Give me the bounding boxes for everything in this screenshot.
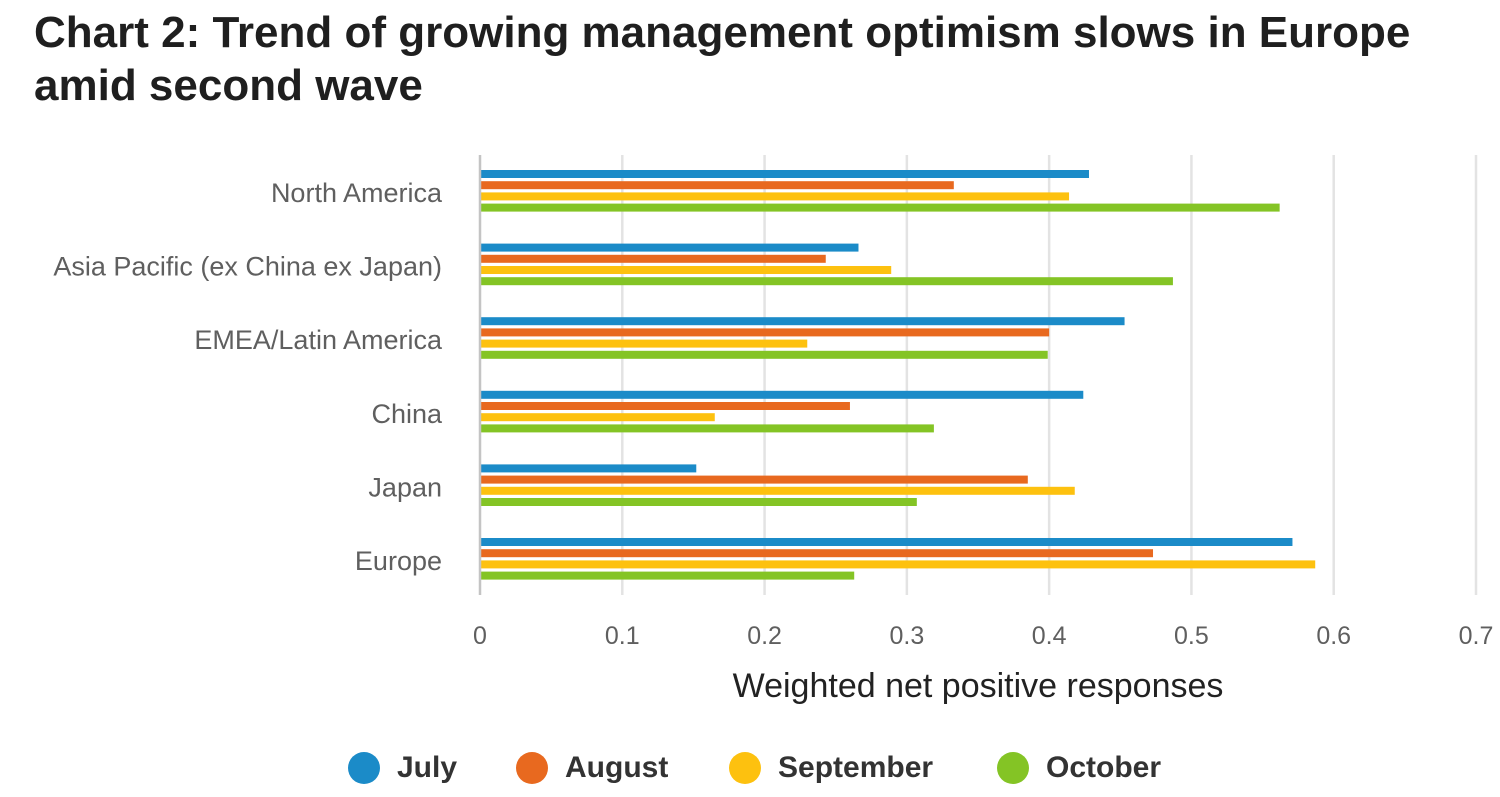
bar-july-3[interactable] [480,317,1125,326]
bar-october-5[interactable] [480,498,917,506]
bar-october-3[interactable] [480,350,1048,359]
bar-august-5[interactable] [480,475,1028,484]
category-label: Asia Pacific (ex China ex Japan) [53,252,442,282]
x-tick-label: 0.5 [1174,622,1209,650]
x-tick-label: 0.4 [1032,622,1067,650]
legend-item-july[interactable]: July [348,748,457,788]
category-label: Europe [355,546,442,576]
x-tick-label: 0.2 [747,622,782,650]
legend: July August September October [0,748,1500,788]
bar-october-6[interactable] [480,571,855,580]
category-label: Japan [368,472,442,502]
category-labels: North America Asia Pacific (ex China ex J… [53,178,443,576]
bar-august-6[interactable] [480,549,1154,558]
bar-august-3[interactable] [480,328,1050,337]
x-tick-label: 0 [473,622,487,650]
bar-october-2[interactable] [480,277,1173,286]
bar-september-3[interactable] [480,339,808,348]
bar-october-1[interactable] [480,203,1280,212]
legend-swatch-july [348,752,380,784]
legend-label-september: September [778,751,934,784]
bar-july-4[interactable] [480,390,1084,399]
bar-july-1[interactable] [480,170,1089,178]
category-label: North America [271,178,443,208]
bar-september-6[interactable] [480,560,1316,569]
legend-item-october[interactable]: October [997,748,1161,788]
bar-july-6[interactable] [480,538,1293,546]
x-tick-label: 0.1 [605,622,640,650]
bars [480,170,1316,580]
x-axis-title: Weighted net positive responses [733,667,1224,705]
legend-item-august[interactable]: August [516,748,668,788]
legend-label-october: October [1046,751,1162,784]
category-label: China [371,399,443,429]
bar-august-1[interactable] [480,181,954,190]
chart-title: Chart 2: Trend of growing management opt… [34,8,1411,110]
x-tick-label: 0.3 [889,622,924,650]
category-label: EMEA/Latin America [194,325,443,355]
bar-september-5[interactable] [480,486,1075,495]
legend-label-july: July [397,751,458,784]
bar-september-4[interactable] [480,413,715,422]
bar-july-2[interactable] [480,243,859,252]
bar-september-2[interactable] [480,266,892,274]
x-tick-label: 0.6 [1316,622,1351,650]
bar-july-5[interactable] [480,464,697,473]
legend-label-august: August [565,751,669,784]
legend-item-september[interactable]: September [729,748,933,788]
legend-swatch-october [997,752,1029,784]
x-tick-label: 0.7 [1459,622,1494,650]
bar-august-2[interactable] [480,254,826,263]
bar-october-4[interactable] [480,424,934,433]
bar-august-4[interactable] [480,402,850,410]
legend-swatch-august [516,752,548,784]
gridlines [621,155,1478,595]
bar-september-1[interactable] [480,192,1070,201]
legend-swatch-september [729,752,761,784]
x-tick-labels: 0 0.1 0.2 0.3 0.4 0.5 0.6 0.7 [473,622,1493,650]
